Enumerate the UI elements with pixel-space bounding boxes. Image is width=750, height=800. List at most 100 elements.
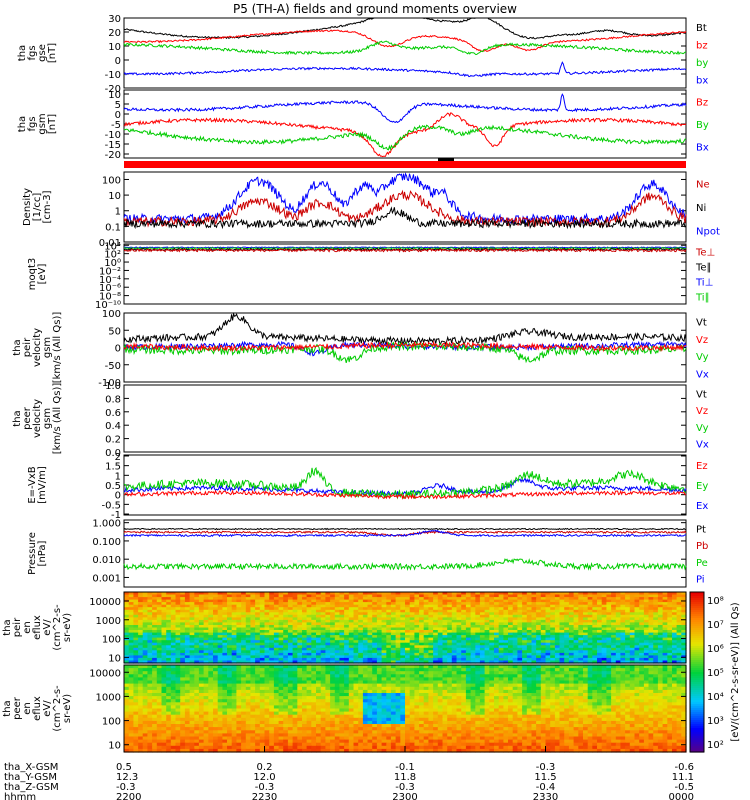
heatmap-cell	[325, 635, 331, 639]
heatmap-cell	[133, 693, 139, 697]
heatmap-cell	[124, 622, 130, 626]
heatmap-cell	[568, 609, 575, 613]
heatmap-cell	[465, 627, 472, 631]
series-line-Ex	[123, 476, 687, 498]
heatmap-cell	[484, 635, 490, 639]
heatmap-cell	[526, 607, 533, 611]
heatmap-cell	[498, 627, 504, 631]
heatmap-cell	[269, 635, 275, 639]
heatmap-cell	[400, 677, 406, 682]
heatmap-cell	[634, 609, 640, 613]
heatmap-cell	[639, 693, 645, 697]
heatmap-cell	[475, 612, 481, 616]
heatmap-cell	[334, 602, 341, 606]
heatmap-cell	[241, 650, 247, 654]
heatmap-cell	[124, 696, 130, 700]
heatmap-cell	[531, 602, 537, 606]
heatmap-cell	[259, 622, 266, 626]
heatmap-cell	[213, 683, 219, 688]
heatmap-cell	[494, 683, 500, 688]
heatmap-cell	[465, 635, 472, 639]
heatmap-cell	[597, 614, 603, 618]
heatmap-cell	[372, 683, 378, 688]
heatmap-cell	[330, 627, 336, 631]
heatmap-cell	[227, 665, 233, 669]
heatmap-cell	[447, 689, 453, 694]
heatmap-cell	[465, 660, 472, 664]
heatmap-cell	[479, 655, 486, 659]
heatmap-cell	[554, 594, 561, 598]
heatmap-cell	[536, 630, 542, 634]
heatmap-cell	[292, 677, 298, 682]
heatmap-cell	[133, 680, 139, 685]
heatmap-cell	[531, 592, 537, 596]
heatmap-cell	[437, 689, 444, 694]
heatmap-cell	[236, 645, 242, 649]
heatmap-cell	[672, 612, 678, 616]
heatmap-cell	[273, 632, 280, 636]
heatmap-cell	[540, 630, 547, 634]
heatmap-cell	[643, 592, 650, 596]
heatmap-cell	[353, 635, 359, 639]
heatmap-cell	[381, 660, 387, 664]
heatmap-cell	[395, 635, 401, 639]
heatmap-cell	[451, 597, 458, 601]
heatmap-cell	[583, 597, 589, 601]
heatmap-cell	[592, 635, 598, 639]
heatmap-cell	[456, 617, 462, 621]
heatmap-cell	[400, 597, 406, 601]
heatmap-cell	[269, 622, 275, 626]
heatmap-cell	[376, 599, 383, 603]
heatmap-cell	[554, 652, 561, 656]
heatmap-cell	[269, 671, 275, 675]
heatmap-cell	[147, 671, 153, 675]
heatmap-cell	[517, 627, 523, 631]
heatmap-cell	[554, 604, 561, 608]
heatmap-cell	[348, 597, 355, 601]
heatmap-cell	[400, 657, 406, 661]
heatmap-cell	[273, 622, 280, 626]
heatmap-cell	[653, 597, 659, 601]
heatmap-cell	[147, 619, 153, 623]
heatmap-cell	[306, 614, 312, 618]
heatmap-cell	[367, 665, 373, 669]
heatmap-cell	[456, 630, 462, 634]
heatmap-cell	[639, 660, 645, 664]
heatmap-cell	[545, 617, 551, 621]
heatmap-cell	[330, 640, 336, 644]
heatmap-cell	[606, 686, 612, 691]
heatmap-cell	[231, 635, 237, 639]
heatmap-cell	[138, 609, 144, 613]
heatmap-cell	[170, 647, 177, 651]
heatmap-cell	[606, 652, 612, 656]
heatmap-cell	[564, 652, 570, 656]
heatmap-cell	[386, 632, 392, 636]
heatmap-cell	[615, 677, 622, 682]
heatmap-cell	[381, 696, 387, 700]
heatmap-cell	[419, 647, 425, 651]
heatmap-cell	[639, 607, 645, 611]
heatmap-cell	[390, 627, 397, 631]
heatmap-cell	[367, 640, 373, 644]
heatmap-cell	[489, 640, 495, 644]
heatmap-cell	[367, 625, 373, 629]
heatmap-cell	[358, 632, 364, 636]
heatmap-cell	[189, 619, 195, 623]
heatmap-cell	[386, 609, 392, 613]
heatmap-cell	[386, 635, 392, 639]
heatmap-cell	[189, 627, 195, 631]
heatmap-cell	[536, 602, 542, 606]
heatmap-cell	[545, 637, 551, 641]
heatmap-cell	[283, 637, 289, 641]
heatmap-cell	[559, 671, 565, 675]
heatmap-cell	[320, 699, 326, 703]
heatmap-cell	[672, 607, 678, 611]
heatmap-cell	[339, 622, 345, 626]
legend-entry: Ey	[696, 481, 708, 492]
heatmap-cell	[564, 686, 570, 691]
heatmap-cell	[194, 645, 200, 649]
heatmap-cell	[381, 637, 387, 641]
heatmap-cell	[133, 630, 139, 634]
heatmap-cell	[367, 645, 373, 649]
heatmap-cell	[269, 609, 275, 613]
